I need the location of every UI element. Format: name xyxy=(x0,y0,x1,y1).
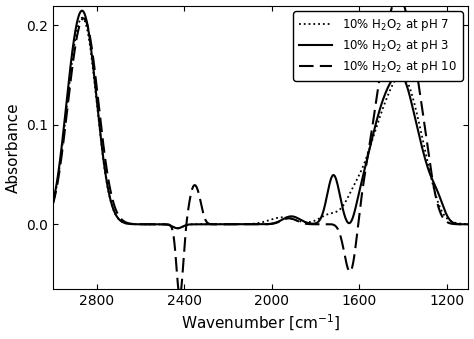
10% H$_2$O$_2$ at pH 7 xyxy=(247,222,253,226)
10% H$_2$O$_2$ at pH 7 xyxy=(465,222,471,226)
10% H$_2$O$_2$ at pH 10 xyxy=(61,137,67,141)
10% H$_2$O$_2$ at pH 3 xyxy=(175,226,181,230)
10% H$_2$O$_2$ at pH 10 xyxy=(177,294,182,298)
Y-axis label: Absorbance: Absorbance xyxy=(6,102,20,193)
10% H$_2$O$_2$ at pH 7 xyxy=(175,226,181,230)
10% H$_2$O$_2$ at pH 3 xyxy=(454,222,459,226)
10% H$_2$O$_2$ at pH 3 xyxy=(236,222,241,226)
10% H$_2$O$_2$ at pH 3 xyxy=(465,222,471,226)
10% H$_2$O$_2$ at pH 7 xyxy=(39,221,45,225)
10% H$_2$O$_2$ at pH 7 xyxy=(454,221,459,225)
10% H$_2$O$_2$ at pH 3 xyxy=(61,126,67,130)
10% H$_2$O$_2$ at pH 7 xyxy=(375,120,381,124)
X-axis label: Wavenumber [cm$^{-1}$]: Wavenumber [cm$^{-1}$] xyxy=(181,313,340,334)
Line: 10% H$_2$O$_2$ at pH 7: 10% H$_2$O$_2$ at pH 7 xyxy=(42,18,468,228)
10% H$_2$O$_2$ at pH 10 xyxy=(236,222,241,226)
10% H$_2$O$_2$ at pH 7 xyxy=(61,131,67,135)
10% H$_2$O$_2$ at pH 3 xyxy=(375,113,381,117)
10% H$_2$O$_2$ at pH 3 xyxy=(247,222,253,226)
10% H$_2$O$_2$ at pH 3 xyxy=(79,9,85,13)
Line: 10% H$_2$O$_2$ at pH 3: 10% H$_2$O$_2$ at pH 3 xyxy=(42,11,468,228)
Line: 10% H$_2$O$_2$ at pH 10: 10% H$_2$O$_2$ at pH 10 xyxy=(42,0,468,296)
10% H$_2$O$_2$ at pH 10 xyxy=(247,222,253,226)
10% H$_2$O$_2$ at pH 7 xyxy=(79,16,85,20)
10% H$_2$O$_2$ at pH 7 xyxy=(236,222,241,226)
10% H$_2$O$_2$ at pH 10 xyxy=(375,86,381,91)
10% H$_2$O$_2$ at pH 10 xyxy=(465,222,471,226)
Legend: 10% H$_2$O$_2$ at pH 7, 10% H$_2$O$_2$ at pH 3, 10% H$_2$O$_2$ at pH 10: 10% H$_2$O$_2$ at pH 7, 10% H$_2$O$_2$ a… xyxy=(293,12,463,81)
10% H$_2$O$_2$ at pH 3 xyxy=(454,222,459,226)
10% H$_2$O$_2$ at pH 10 xyxy=(454,222,459,226)
10% H$_2$O$_2$ at pH 3 xyxy=(39,220,45,224)
10% H$_2$O$_2$ at pH 7 xyxy=(454,221,459,225)
10% H$_2$O$_2$ at pH 10 xyxy=(39,220,45,224)
10% H$_2$O$_2$ at pH 10 xyxy=(454,222,459,226)
